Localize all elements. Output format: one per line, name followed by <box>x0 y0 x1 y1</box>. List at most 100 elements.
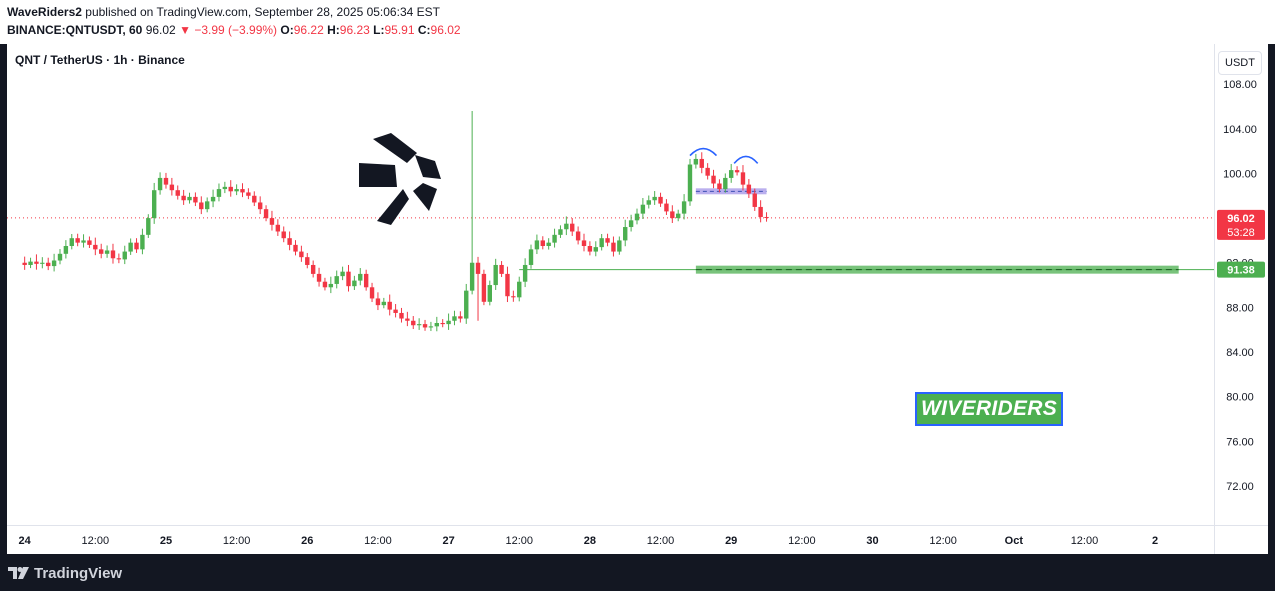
candle-body <box>729 170 734 178</box>
open-value: 96.22 <box>293 23 324 37</box>
candle-body <box>328 283 334 288</box>
price-chart[interactable]: 108.00104.00100.0092.0088.0084.0080.0076… <box>7 44 1268 554</box>
tradingview-logo[interactable]: TradingView <box>8 563 122 583</box>
candle-body <box>752 193 757 207</box>
candle-body <box>687 164 693 202</box>
candle-body <box>99 249 104 254</box>
y-tick-label: 88.00 <box>1226 302 1254 314</box>
candle-body <box>705 167 710 176</box>
candle-body <box>617 240 622 252</box>
candle-body <box>676 213 681 219</box>
candle-body <box>40 262 45 264</box>
chart-area[interactable]: 108.00104.00100.0092.0088.0084.0080.0076… <box>7 44 1268 554</box>
x-tick-label: 12:00 <box>505 535 533 547</box>
candle-body <box>369 287 375 299</box>
candle-body <box>416 324 422 326</box>
plot-background <box>7 44 1214 554</box>
chart-title: QNT / TetherUS · 1h · Binance <box>15 53 185 67</box>
candle-body <box>352 280 357 287</box>
y-tick-label: 100.00 <box>1223 168 1257 180</box>
candle-body <box>517 281 522 298</box>
candle-body <box>375 298 381 306</box>
x-tick-label: 30 <box>866 535 878 547</box>
candle-body <box>411 320 416 326</box>
candle-body <box>505 273 510 297</box>
publish-info: WaveRiders2 published on TradingView.com… <box>7 5 440 19</box>
candle-body <box>275 224 281 232</box>
candle-body <box>399 312 404 319</box>
candle-body <box>499 264 504 274</box>
x-tick-label: 12:00 <box>364 535 392 547</box>
candle-body <box>169 184 175 191</box>
x-tick-label: 12:00 <box>929 535 957 547</box>
candle-body <box>458 316 463 319</box>
candle-body <box>57 253 63 261</box>
tradingview-icon <box>8 567 29 579</box>
publish-header: WaveRiders2 published on TradingView.com… <box>0 0 1275 44</box>
candle-body <box>552 234 557 243</box>
candle-body <box>564 223 569 230</box>
shoulder-arc <box>733 155 759 164</box>
candle-body <box>646 200 651 205</box>
candle-body <box>210 196 216 202</box>
candle-body <box>81 240 86 243</box>
candle-body <box>452 316 457 321</box>
candle-body <box>623 227 628 241</box>
y-tick-label: 72.00 <box>1226 481 1254 493</box>
candle-body <box>758 206 763 217</box>
candle-body <box>422 324 428 328</box>
candle-body <box>246 192 251 196</box>
low-label: L: <box>373 23 385 37</box>
symbol-text: BINANCE:QNTUSDT, 60 <box>7 23 143 37</box>
candle-body <box>34 261 39 264</box>
candle-body <box>522 264 528 282</box>
head-shoulders-arcs <box>689 147 759 164</box>
candle-body <box>634 213 640 221</box>
candle-body <box>740 172 746 185</box>
candle-body <box>22 262 27 265</box>
last-price-label: 96.02 <box>1227 213 1255 225</box>
down-arrow-icon: ▼ <box>179 23 191 37</box>
candle-body <box>181 195 186 201</box>
candle-body <box>222 186 228 190</box>
candle-body <box>110 250 116 259</box>
support-zone-group <box>519 265 1214 274</box>
candle-body <box>252 195 257 203</box>
candle-body <box>381 301 387 306</box>
candle-body <box>405 318 410 321</box>
candle-body <box>693 158 699 165</box>
candle-body <box>199 202 204 210</box>
candle-body <box>293 244 298 252</box>
candle-body <box>487 285 492 302</box>
x-tick-label: Oct <box>1005 535 1024 547</box>
currency-button[interactable]: USDT <box>1218 51 1262 75</box>
candle-body <box>140 234 145 250</box>
close-label: C: <box>417 23 431 37</box>
candle-body <box>464 290 469 319</box>
candle-body <box>122 251 127 260</box>
candle-body <box>63 245 69 254</box>
candle-body <box>493 264 498 286</box>
candle-body <box>257 202 263 210</box>
x-tick-label: 12:00 <box>82 535 110 547</box>
brand-text: TradingView <box>34 564 123 582</box>
candle-body <box>534 240 540 250</box>
candle-body <box>287 238 292 245</box>
candle-body <box>28 261 33 265</box>
candle-body <box>216 189 222 197</box>
x-tick-label: 26 <box>301 535 313 547</box>
candle-body <box>734 170 740 173</box>
candle-body <box>363 273 369 288</box>
candle-body <box>310 264 316 274</box>
author-name[interactable]: WaveRiders2 <box>7 5 82 19</box>
candle-body <box>558 229 563 235</box>
head-arc <box>689 147 718 157</box>
candle-body <box>175 190 180 196</box>
y-tick-label: 104.00 <box>1223 124 1257 136</box>
candle-body <box>269 218 275 225</box>
last-price-text: 96.02 <box>145 23 176 37</box>
countdown-label: 53:28 <box>1227 227 1255 239</box>
candle-body <box>587 245 593 252</box>
candle-body <box>475 262 481 274</box>
candle-body <box>193 196 198 203</box>
